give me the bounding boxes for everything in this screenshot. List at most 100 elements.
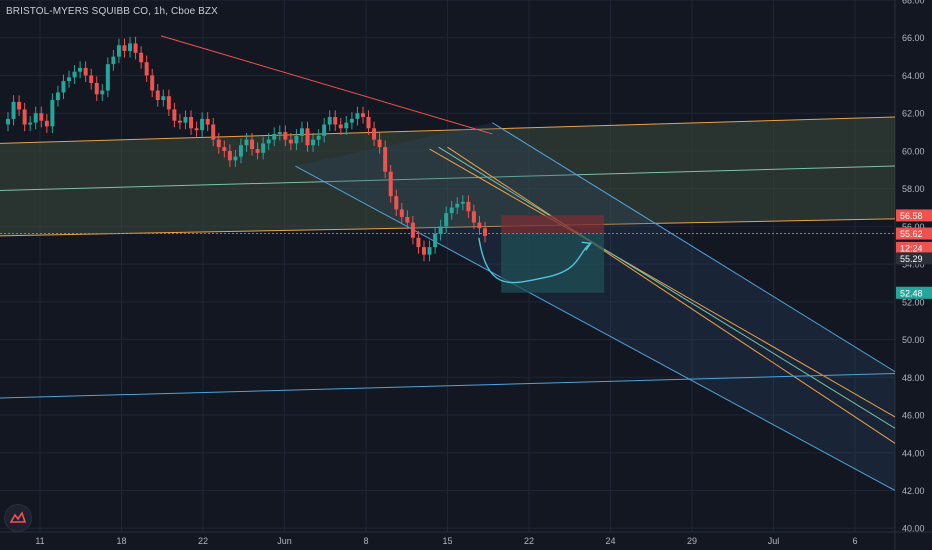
- resistance-trendline: [160, 35, 493, 135]
- candle-body: [216, 139, 221, 148]
- candle-body: [311, 139, 316, 146]
- rising-channel-lower-line: [0, 218, 896, 237]
- candle-body: [266, 139, 271, 144]
- y-tick-label: 62.00: [902, 109, 925, 119]
- candle-body: [477, 222, 482, 229]
- candle-body: [11, 101, 16, 119]
- candle-body: [449, 207, 454, 214]
- candle-body: [261, 143, 266, 153]
- candle-body: [427, 247, 432, 255]
- candle-body: [366, 116, 371, 129]
- rising-channel-mid-line: [0, 165, 896, 192]
- x-tick-label: 8: [363, 536, 368, 546]
- y-tick-label: 44.00: [902, 448, 925, 458]
- candle-body: [111, 56, 116, 65]
- pitchfork-upper-line: [429, 148, 896, 418]
- descending-channel-upper-line: [491, 122, 896, 373]
- candle-body: [233, 156, 238, 161]
- x-tick-label: Jul: [768, 536, 780, 546]
- candle-body: [144, 62, 149, 76]
- support-line: [0, 373, 896, 399]
- candle-body: [483, 228, 487, 236]
- projected-path-arrowhead: [581, 241, 592, 251]
- price-label-badge: [896, 252, 932, 265]
- price-label-badge: [896, 286, 932, 299]
- candle-body: [39, 113, 44, 121]
- candle-body: [349, 118, 354, 123]
- y-tick-label: 40.00: [902, 524, 925, 534]
- candle-body: [421, 247, 426, 255]
- x-tick-label: 15: [442, 536, 452, 546]
- candle-body: [288, 139, 293, 144]
- x-tick-label: 11: [35, 536, 44, 546]
- candle-body: [133, 43, 138, 53]
- candle-body: [200, 118, 205, 131]
- candle-body: [250, 139, 255, 150]
- tradingview-logo-icon[interactable]: [4, 504, 32, 532]
- price-label-badge: [896, 241, 932, 254]
- candle-body: [460, 201, 465, 204]
- y-tick-label: 52.00: [902, 297, 925, 307]
- price-label-text: 55.29: [900, 254, 923, 264]
- candle-body: [338, 124, 343, 129]
- x-tick-label: 29: [687, 536, 697, 546]
- candle-body: [227, 150, 232, 161]
- candle-body: [294, 135, 299, 144]
- candle-body: [277, 132, 282, 134]
- y-tick-label: 56.00: [902, 222, 925, 232]
- y-tick-label: 42.00: [902, 486, 925, 496]
- candle-body: [410, 222, 415, 238]
- candle-body: [55, 92, 60, 100]
- candle-body: [50, 99, 55, 127]
- candle-body: [316, 135, 321, 140]
- candle-body: [139, 52, 144, 63]
- candle-body: [122, 45, 127, 51]
- candle-body: [360, 113, 365, 117]
- y-tick-label: 60.00: [902, 146, 925, 156]
- candle-body: [128, 43, 133, 51]
- candle-body: [155, 90, 160, 100]
- y-tick-label: 46.00: [902, 411, 925, 421]
- candle-body: [94, 83, 99, 95]
- candle-body: [67, 77, 72, 82]
- candle-body: [405, 216, 410, 223]
- candle-body: [172, 109, 177, 121]
- candle-body: [22, 109, 27, 125]
- candle-body: [471, 211, 476, 223]
- candle-body: [166, 96, 171, 110]
- candle-body: [444, 213, 449, 227]
- y-tick-label: 64.00: [902, 71, 925, 81]
- candle-body: [238, 145, 243, 157]
- candle-body: [194, 128, 199, 131]
- candle-body: [89, 75, 94, 84]
- y-tick-label: 66.00: [902, 33, 925, 43]
- descending-channel-lower-line: [295, 165, 896, 491]
- pitchfork-lower-line: [447, 146, 896, 444]
- candle-body: [17, 101, 22, 110]
- candle-body: [116, 45, 121, 57]
- candle-body: [33, 113, 38, 123]
- x-tick-label: 22: [198, 536, 208, 546]
- candle-body: [272, 133, 277, 140]
- x-tick-label: 22: [524, 536, 534, 546]
- y-tick-label: 50.00: [902, 335, 925, 345]
- candle-body: [305, 128, 310, 146]
- stop-loss-zone: [501, 215, 605, 234]
- price-label-badge: [896, 209, 932, 222]
- candle-body: [388, 171, 393, 197]
- candle-body: [150, 75, 155, 91]
- candle-body: [6, 118, 10, 125]
- candle-body: [255, 149, 260, 153]
- price-label-text: 55.62: [900, 229, 923, 239]
- x-tick-label: Jun: [277, 536, 292, 546]
- candle-body: [61, 81, 66, 93]
- candle-body: [416, 237, 421, 248]
- rising-channel-upper-line: [0, 116, 896, 144]
- candle-body: [455, 203, 460, 208]
- x-tick-label: 24: [605, 536, 615, 546]
- candle-body: [299, 128, 304, 136]
- candle-body: [344, 122, 349, 129]
- candle-body: [222, 147, 227, 151]
